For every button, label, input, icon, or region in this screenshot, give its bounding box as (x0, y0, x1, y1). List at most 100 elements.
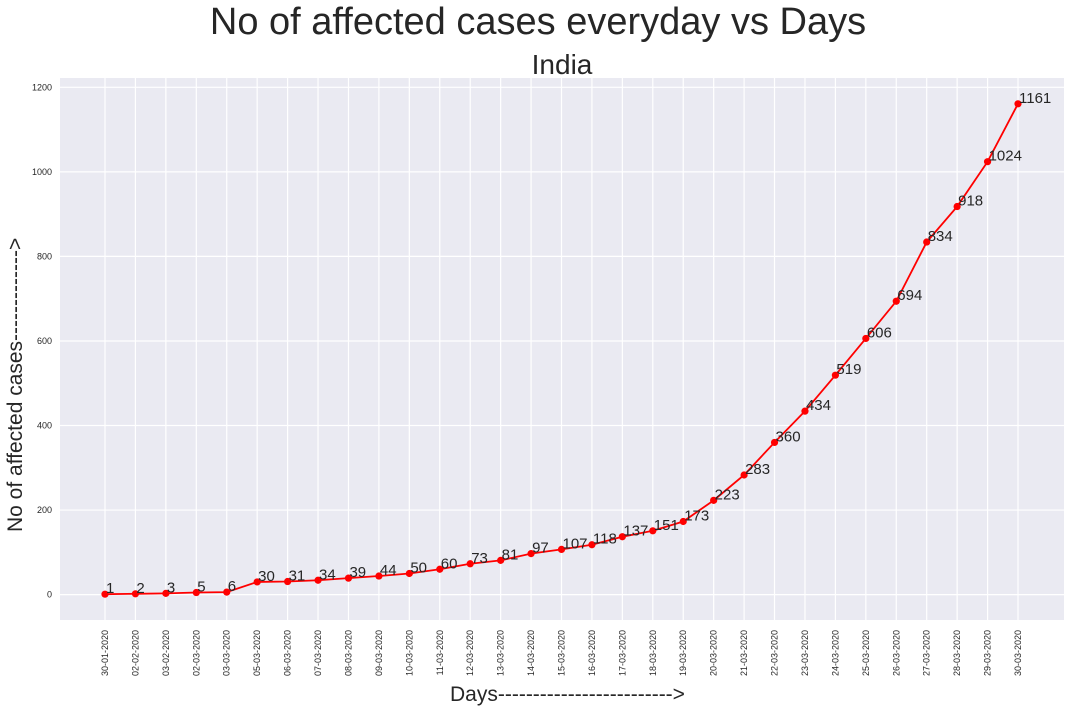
data-point (892, 297, 900, 305)
x-tick-label: 18-03-2020 (648, 630, 658, 676)
data-label: 34 (319, 566, 336, 583)
data-point (101, 590, 109, 598)
x-tick-label: 06-03-2020 (283, 630, 293, 676)
x-tick-label: 03-02-2020 (161, 630, 171, 676)
data-label: 1 (106, 580, 114, 597)
x-tick-label: 16-03-2020 (587, 630, 597, 676)
data-point (375, 572, 383, 580)
data-label: 283 (745, 461, 770, 478)
x-tick-label: 28-03-2020 (952, 630, 962, 676)
data-point (497, 556, 505, 564)
x-axis: 30-01-2020 02-02-2020 03-02-2020 02-03-2020… (100, 630, 1023, 676)
data-point (740, 471, 748, 479)
data-point (801, 407, 809, 415)
data-point (436, 565, 444, 573)
x-tick-label: 10-03-2020 (404, 630, 414, 676)
x-tick-label: 25-03-2020 (861, 630, 871, 676)
data-label: 360 (776, 428, 801, 445)
data-point (588, 541, 596, 549)
data-label: 137 (623, 523, 648, 540)
data-point (314, 576, 322, 584)
data-label: 519 (836, 361, 861, 378)
data-label: 2 (136, 580, 144, 597)
x-tick-label: 14-03-2020 (526, 630, 536, 676)
data-label: 97 (532, 540, 549, 557)
data-point (192, 588, 200, 597)
y-tick-label: 800 (37, 251, 52, 261)
series-points (101, 100, 1022, 598)
data-label: 50 (410, 559, 427, 576)
x-tick-label: 30-01-2020 (100, 630, 110, 676)
data-label: 44 (380, 562, 397, 579)
x-tick-label: 11-03-2020 (435, 630, 445, 675)
data-point (710, 496, 718, 504)
x-tick-label: 02-03-2020 (191, 630, 201, 676)
data-label: 107 (563, 535, 588, 552)
data-point (618, 533, 626, 541)
chart-title: India (532, 49, 593, 80)
data-label: 39 (349, 564, 366, 581)
y-tick-label: 0 (47, 590, 52, 600)
x-tick-label: 20-03-2020 (709, 630, 719, 676)
x-tick-label: 05-03-2020 (252, 630, 262, 676)
chart-suptitle: No of affected cases everyday vs Days (210, 1, 866, 43)
data-point (557, 545, 566, 553)
y-axis-label: No of affected cases-------------> (4, 238, 27, 532)
data-point (131, 590, 140, 598)
y-tick-label: 600 (37, 336, 52, 346)
data-labels: 1 2 3 5 6 30 31 34 39 44 50 60 73 81 97 107 118 137 151 173… (106, 90, 1051, 597)
data-point (466, 560, 474, 568)
data-label: 60 (441, 555, 458, 572)
data-label: 223 (715, 486, 740, 503)
x-axis-label: Days-------------------------> (450, 683, 685, 706)
x-tick-label: 03-03-2020 (222, 630, 232, 676)
x-tick-label: 24-03-2020 (830, 630, 840, 676)
data-label: 694 (897, 287, 922, 304)
data-point (162, 589, 170, 597)
x-tick-label: 17-03-2020 (617, 630, 627, 676)
data-point (770, 438, 779, 447)
y-tick-label: 400 (37, 421, 52, 431)
x-tick-label: 30-03-2020 (1013, 630, 1023, 676)
x-tick-label: 23-03-2020 (800, 630, 810, 676)
x-tick-label: 13-03-2020 (496, 630, 506, 676)
data-label: 173 (684, 507, 709, 524)
data-point (953, 202, 961, 211)
x-tick-label: 29-03-2020 (983, 630, 993, 676)
x-tick-label: 02-02-2020 (130, 630, 140, 676)
data-label: 118 (593, 531, 617, 548)
x-tick-label: 12-03-2020 (465, 630, 475, 676)
data-point (223, 588, 231, 596)
data-point (253, 578, 261, 586)
x-tick-label: 27-03-2020 (922, 630, 932, 676)
x-tick-label: 19-03-2020 (678, 630, 688, 676)
x-tick-label: 21-03-2020 (739, 630, 749, 676)
data-label: 73 (471, 550, 488, 567)
y-axis: 0 200 400 600 800 1000 1200 (32, 82, 52, 599)
data-label: 31 (289, 568, 306, 585)
data-label: 918 (958, 193, 983, 210)
x-tick-label: 15-03-2020 (557, 630, 567, 676)
data-point (284, 577, 292, 586)
data-label: 606 (867, 324, 892, 341)
data-label: 834 (928, 228, 953, 245)
data-point (344, 574, 353, 582)
data-label: 434 (806, 397, 831, 414)
x-tick-label: 09-03-2020 (374, 630, 384, 676)
data-point (983, 158, 992, 166)
grid (60, 78, 1064, 620)
y-tick-label: 200 (37, 505, 52, 515)
y-tick-label: 1200 (32, 82, 52, 92)
data-label: 1024 (989, 148, 1022, 165)
data-label: 30 (258, 568, 275, 585)
y-tick-label: 1000 (32, 167, 52, 177)
data-label: 6 (228, 578, 236, 595)
x-tick-label: 08-03-2020 (343, 630, 353, 676)
data-point (831, 371, 840, 379)
x-tick-label: 22-03-2020 (770, 630, 780, 676)
data-point (1014, 100, 1022, 108)
data-point (923, 238, 931, 246)
data-point (679, 517, 687, 526)
data-point (862, 334, 870, 343)
